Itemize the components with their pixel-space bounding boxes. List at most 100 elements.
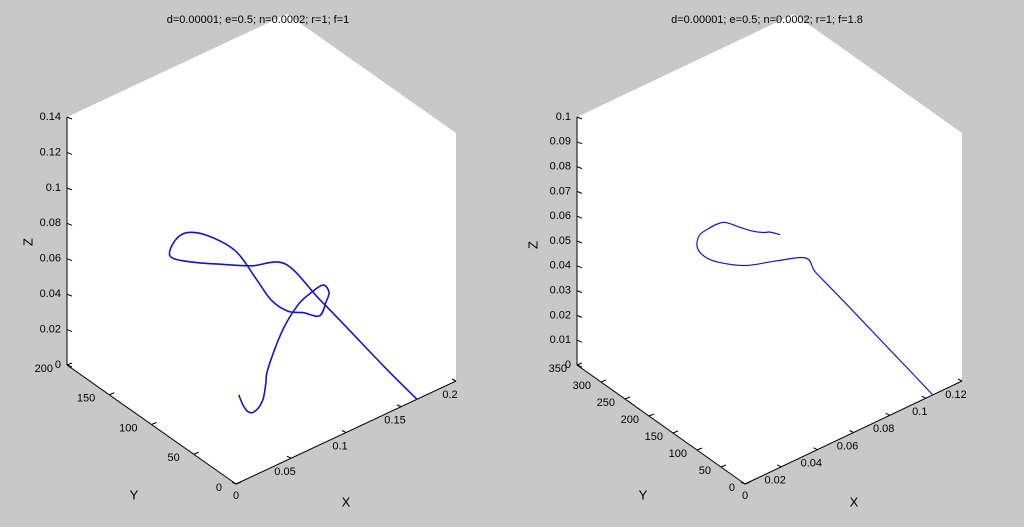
z-tick-label: 0.02 bbox=[550, 309, 571, 321]
x-tick bbox=[231, 481, 237, 485]
z-tick-label: 0.06 bbox=[40, 253, 61, 265]
z-tick bbox=[576, 116, 583, 120]
y-tick-label: 200 bbox=[621, 414, 639, 426]
y-tick bbox=[193, 451, 199, 455]
z-tick bbox=[66, 151, 73, 155]
z-axis-label: Z bbox=[20, 238, 35, 246]
y-tick-label: 150 bbox=[645, 431, 663, 443]
x-tick bbox=[740, 481, 746, 485]
z-tick-label: 0.08 bbox=[40, 217, 61, 229]
y-axis-line bbox=[576, 364, 746, 485]
x-tick-label: 0 bbox=[742, 490, 748, 502]
z-tick-label: 0.03 bbox=[550, 285, 571, 297]
y-tick bbox=[66, 362, 73, 366]
x-tick bbox=[396, 404, 402, 408]
x-tick bbox=[885, 412, 890, 416]
z-tick-label: 0.04 bbox=[550, 260, 571, 272]
z-tick-label: 0.14 bbox=[40, 111, 61, 123]
z-tick-label: 0.02 bbox=[40, 323, 61, 335]
z-tick-label: 0.01 bbox=[550, 334, 571, 346]
x-tick-label: 0.12 bbox=[945, 389, 966, 401]
z-tick-label: 0.04 bbox=[40, 288, 61, 300]
y-axis-label: Y bbox=[639, 487, 648, 502]
z-tick bbox=[66, 116, 73, 120]
x-tick bbox=[849, 430, 854, 433]
z-tick-label: 0.08 bbox=[550, 161, 571, 173]
x-tick bbox=[286, 455, 292, 459]
x-tick bbox=[957, 378, 963, 382]
y-tick bbox=[600, 379, 607, 383]
trajectory-line bbox=[696, 221, 934, 396]
y-tick-label: 0 bbox=[216, 482, 222, 494]
z-tick-label: 0 bbox=[55, 359, 61, 371]
y-tick bbox=[624, 396, 631, 400]
chart-title: d=0.00001; e=0.5; n=0.0002; r=1; f=1 bbox=[167, 14, 350, 26]
y-tick-label: 150 bbox=[77, 393, 95, 405]
x-axis-label: X bbox=[850, 494, 859, 509]
y-tick bbox=[696, 447, 703, 451]
z-tick bbox=[576, 265, 583, 269]
z-tick bbox=[66, 222, 73, 226]
z-tick bbox=[66, 329, 73, 333]
x-tick-label: 0.2 bbox=[442, 389, 457, 401]
y-tick-label: 50 bbox=[699, 465, 711, 477]
y-tick bbox=[648, 413, 655, 417]
y-tick bbox=[151, 422, 157, 425]
z-tick bbox=[576, 339, 583, 343]
z-tick bbox=[576, 215, 583, 219]
y-tick-label: 100 bbox=[119, 422, 137, 434]
z-tick bbox=[576, 190, 583, 194]
x-tick-label: 0 bbox=[233, 490, 239, 502]
z-tick-label: 0.1 bbox=[556, 111, 571, 123]
z-tick bbox=[576, 364, 583, 368]
x-tick bbox=[921, 395, 927, 399]
x-tick-label: 0.02 bbox=[764, 475, 785, 487]
z-tick bbox=[576, 166, 583, 170]
chart-title: d=0.00001; e=0.5; n=0.0002; r=1; f=1.8 bbox=[671, 14, 863, 26]
z-tick-label: 0.1 bbox=[46, 182, 61, 194]
y-tick-label: 250 bbox=[597, 397, 615, 409]
x-tick-label: 0.15 bbox=[384, 415, 405, 427]
plot-left: d=0.00001; e=0.5; n=0.0002; r=1; f=1 0 0.0… bbox=[20, 14, 457, 510]
z-tick-label: 0.09 bbox=[550, 136, 571, 148]
z-tick bbox=[576, 290, 583, 294]
z-axis-label: Z bbox=[525, 241, 540, 249]
y-tick-label: 100 bbox=[669, 448, 687, 460]
y-tick bbox=[744, 481, 751, 485]
x-tick-label: 0.08 bbox=[873, 423, 894, 435]
z-tick bbox=[66, 258, 73, 262]
trajectory-line bbox=[168, 231, 418, 414]
x-axis-label: X bbox=[342, 494, 351, 509]
y-tick-label: 50 bbox=[168, 452, 180, 464]
z-tick-label: 0.12 bbox=[40, 146, 61, 158]
z-tick bbox=[576, 314, 583, 318]
y-tick-label: 0 bbox=[729, 482, 735, 494]
y-tick bbox=[672, 430, 679, 434]
x-tick bbox=[813, 447, 818, 451]
y-tick bbox=[576, 362, 583, 366]
y-axis-label: Y bbox=[130, 487, 139, 502]
x-tick-label: 0.06 bbox=[837, 440, 858, 452]
axes-box bbox=[577, 14, 962, 484]
z-tick-label: 0.07 bbox=[550, 185, 571, 197]
x-tick bbox=[776, 464, 782, 468]
y-tick bbox=[720, 464, 727, 468]
x-tick-label: 0.05 bbox=[274, 466, 295, 478]
z-tick bbox=[576, 141, 583, 145]
z-tick bbox=[66, 187, 73, 191]
y-tick-label: 350 bbox=[549, 363, 567, 375]
z-tick bbox=[66, 293, 73, 297]
y-tick bbox=[109, 392, 115, 396]
z-tick bbox=[576, 240, 583, 244]
y-tick-label: 200 bbox=[35, 363, 53, 375]
x-tick-label: 0.1 bbox=[332, 440, 347, 452]
axes-box bbox=[67, 14, 456, 484]
y-tick-label: 300 bbox=[573, 380, 591, 392]
z-tick-label: 0 bbox=[565, 359, 571, 371]
y-tick bbox=[235, 481, 242, 485]
x-tick-label: 0.1 bbox=[912, 406, 927, 418]
z-tick-label: 0.05 bbox=[550, 235, 571, 247]
x-tick-label: 0.04 bbox=[801, 458, 822, 470]
x-tick bbox=[451, 378, 457, 382]
